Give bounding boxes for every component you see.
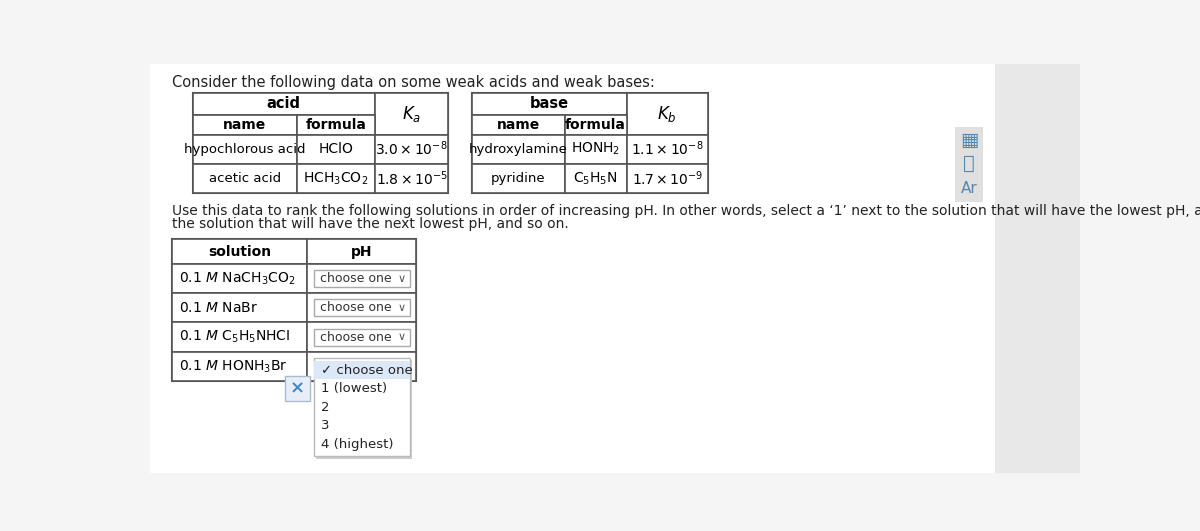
Text: hypochlorous acid: hypochlorous acid xyxy=(184,143,306,156)
Bar xyxy=(172,264,307,293)
Text: 0.1 $M$ NaBr: 0.1 $M$ NaBr xyxy=(180,301,258,315)
Bar xyxy=(193,93,374,115)
Text: the solution that will have the next lowest pH, and so on.: the solution that will have the next low… xyxy=(172,217,569,231)
Bar xyxy=(313,361,409,380)
Text: choose one: choose one xyxy=(319,272,391,285)
Text: ▦: ▦ xyxy=(960,131,978,150)
Bar xyxy=(472,115,565,134)
Text: 2: 2 xyxy=(322,401,330,414)
Text: 0.1 $M$ NaCH$_3$CO$_2$: 0.1 $M$ NaCH$_3$CO$_2$ xyxy=(180,270,296,287)
Bar xyxy=(472,134,565,164)
Bar xyxy=(172,239,416,381)
Bar xyxy=(313,270,409,287)
Text: acetic acid: acetic acid xyxy=(209,172,281,185)
Text: 4 (highest): 4 (highest) xyxy=(322,438,394,451)
Bar xyxy=(626,93,708,134)
Text: $K_b$: $K_b$ xyxy=(658,104,677,124)
Text: 0.1 $M$ HONH$_3$Br: 0.1 $M$ HONH$_3$Br xyxy=(180,358,288,374)
Text: ∨: ∨ xyxy=(398,332,406,342)
Text: name: name xyxy=(497,117,540,132)
Text: base: base xyxy=(529,96,569,112)
Text: pyridine: pyridine xyxy=(491,172,546,185)
Bar xyxy=(193,164,298,193)
Text: hydroxylamine: hydroxylamine xyxy=(469,143,568,156)
Bar xyxy=(472,164,565,193)
Bar xyxy=(307,352,416,381)
Text: solution: solution xyxy=(208,245,271,259)
Bar xyxy=(313,299,409,316)
Bar xyxy=(472,93,626,115)
Bar xyxy=(955,175,983,202)
Text: $1.8 \times 10^{-5}$: $1.8 \times 10^{-5}$ xyxy=(376,169,448,188)
Bar xyxy=(172,352,307,381)
Bar xyxy=(193,93,449,193)
Bar xyxy=(374,93,449,134)
Text: $1.7 \times 10^{-9}$: $1.7 \times 10^{-9}$ xyxy=(631,169,703,188)
Bar xyxy=(298,115,374,134)
Bar xyxy=(313,329,409,346)
Text: choose one: choose one xyxy=(319,331,391,344)
Bar xyxy=(307,293,416,322)
Bar xyxy=(172,293,307,322)
Text: HClO: HClO xyxy=(318,142,354,156)
Text: 0.1 $M$ C$_5$H$_5$NHCI: 0.1 $M$ C$_5$H$_5$NHCI xyxy=(180,329,290,345)
Bar xyxy=(626,164,708,193)
Text: 📊: 📊 xyxy=(964,155,976,173)
Text: Consider the following data on some weak acids and weak bases:: Consider the following data on some weak… xyxy=(172,75,654,90)
Text: Use this data to rank the following solutions in order of increasing pH. In othe: Use this data to rank the following solu… xyxy=(172,204,1200,218)
Text: Ar: Ar xyxy=(961,181,978,196)
Bar xyxy=(193,134,298,164)
Bar xyxy=(307,239,416,264)
Bar xyxy=(298,164,374,193)
Text: acid: acid xyxy=(266,96,301,112)
Bar xyxy=(472,93,708,193)
Bar xyxy=(313,358,409,457)
Bar xyxy=(307,322,416,352)
Bar xyxy=(565,164,626,193)
Bar xyxy=(316,360,412,459)
Text: pH: pH xyxy=(350,245,372,259)
Bar xyxy=(374,134,449,164)
Text: choose one: choose one xyxy=(319,301,391,314)
Text: 3: 3 xyxy=(322,419,330,432)
Text: ✓ choose one: ✓ choose one xyxy=(322,364,413,376)
Bar xyxy=(995,64,1080,473)
Bar xyxy=(172,239,307,264)
Bar xyxy=(955,150,983,178)
Bar xyxy=(284,376,310,401)
Text: ×: × xyxy=(289,380,305,398)
Text: formula: formula xyxy=(565,117,626,132)
Text: HONH$_2$: HONH$_2$ xyxy=(571,141,620,157)
Text: ∨: ∨ xyxy=(398,303,406,313)
Text: $K_a$: $K_a$ xyxy=(402,104,421,124)
Text: C$_5$H$_5$N: C$_5$H$_5$N xyxy=(574,170,618,187)
Bar xyxy=(172,322,307,352)
Text: ∨: ∨ xyxy=(398,273,406,284)
Bar xyxy=(298,134,374,164)
Text: HCH$_3$CO$_2$: HCH$_3$CO$_2$ xyxy=(304,170,368,187)
Text: name: name xyxy=(223,117,266,132)
Bar xyxy=(565,115,626,134)
Text: formula: formula xyxy=(306,117,366,132)
Bar xyxy=(565,134,626,164)
Bar xyxy=(307,264,416,293)
Text: 1 (lowest): 1 (lowest) xyxy=(322,382,388,395)
Text: $3.0 \times 10^{-8}$: $3.0 \times 10^{-8}$ xyxy=(376,140,448,158)
Text: $1.1 \times 10^{-8}$: $1.1 \times 10^{-8}$ xyxy=(631,140,703,158)
Bar xyxy=(626,134,708,164)
Bar xyxy=(193,115,298,134)
Bar xyxy=(374,164,449,193)
Bar xyxy=(955,127,983,155)
